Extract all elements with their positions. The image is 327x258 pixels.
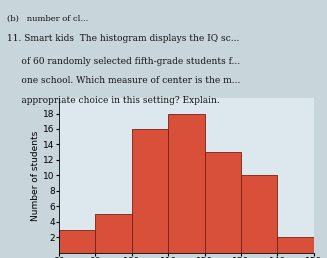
Text: (b)   number of cl...: (b) number of cl... (7, 15, 88, 23)
Bar (241, 175, 278, 253)
Bar (95, 214, 132, 253)
Bar (168, 114, 205, 253)
Bar (59, 230, 95, 253)
Text: of 60 randomly selected fifth-grade students f...: of 60 randomly selected fifth-grade stud… (7, 57, 240, 66)
Text: 11. Smart kids  The histogram displays the IQ sc...: 11. Smart kids The histogram displays th… (7, 34, 239, 43)
Text: one school. Which measure of center is the m...: one school. Which measure of center is t… (7, 76, 240, 85)
Bar (205, 152, 241, 253)
Bar (278, 237, 314, 253)
Text: appropriate choice in this setting? Explain.: appropriate choice in this setting? Expl… (7, 96, 219, 105)
Y-axis label: Number of students: Number of students (31, 130, 41, 221)
Bar (132, 129, 168, 253)
